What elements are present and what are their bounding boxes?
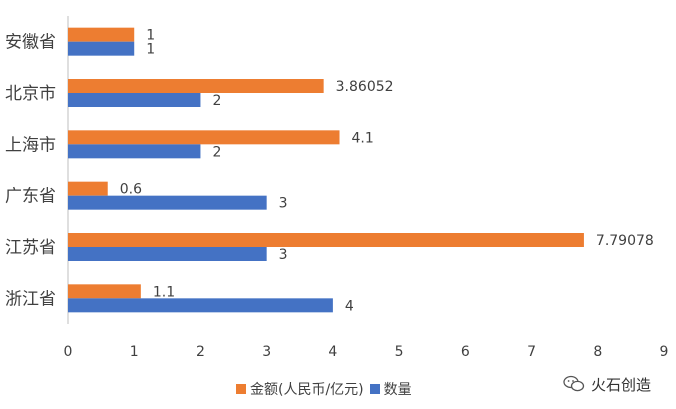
data-label-count: 4: [345, 298, 354, 314]
category-label: 安徽省: [5, 33, 56, 53]
data-label-amount: 1: [146, 28, 155, 44]
bar-count: [68, 195, 267, 210]
bar-amount: [68, 130, 340, 145]
bar-amount: [68, 181, 108, 196]
x-tick-label: 5: [395, 344, 404, 360]
data-label-amount: 4.1: [352, 130, 374, 146]
x-tick-label: 3: [262, 344, 271, 360]
x-tick-label: 7: [527, 344, 536, 360]
data-label-count: 2: [212, 93, 221, 109]
wechat-icon: [563, 375, 585, 392]
data-label-count: 1: [146, 42, 155, 58]
data-label-count: 3: [279, 196, 288, 212]
legend-label-amount: 金额(人民币/亿元): [250, 382, 364, 398]
x-tick-label: 2: [196, 344, 205, 360]
bar-count: [68, 144, 201, 159]
category-label: 北京市: [5, 84, 56, 104]
bar-amount: [68, 79, 324, 93]
data-label-amount: 3.86052: [336, 79, 394, 95]
category-label: 江苏省: [5, 238, 56, 258]
labels-layer: 11 3.86052 2 4.1 2 0.6 3 7.79078 3 1.1 4: [120, 28, 654, 315]
data-label-count: 2: [212, 144, 221, 160]
x-tick-label: 8: [593, 344, 602, 360]
bar-count: [68, 93, 201, 107]
bar-amount: [68, 27, 135, 42]
x-tick-label: 4: [328, 344, 337, 360]
bar-count: [68, 298, 333, 313]
bar-amount: [68, 284, 141, 299]
data-label-amount: 1.1: [153, 284, 175, 300]
watermark: 火石创造: [563, 372, 651, 396]
legend-label-count: 数量: [383, 382, 412, 398]
legend-swatch-amount: [236, 384, 246, 394]
category-label: 浙江省: [5, 289, 56, 309]
data-label-amount: 0.6: [120, 182, 142, 198]
bars-layer: [68, 27, 584, 313]
data-label-amount: 7.79078: [596, 233, 654, 249]
x-tick-label: 9: [660, 344, 669, 360]
legend-item-count: 数量: [369, 379, 412, 399]
legend-swatch-count: [369, 384, 380, 394]
x-tick-label: 0: [64, 344, 73, 360]
legend-item-amount: 金额(人民币/亿元): [236, 379, 364, 399]
bar-amount: [68, 233, 584, 247]
category-label: 上海市: [5, 135, 56, 155]
x-tick-label: 1: [130, 344, 139, 360]
watermark-text: 火石创造: [591, 375, 652, 394]
legend: 金额(人民币/亿元) 数量: [236, 379, 418, 399]
x-tick-label: 6: [461, 344, 470, 360]
bar-count: [68, 247, 267, 261]
bar-count: [68, 41, 135, 56]
data-label-count: 3: [279, 247, 288, 263]
category-label: 广东省: [5, 187, 56, 207]
